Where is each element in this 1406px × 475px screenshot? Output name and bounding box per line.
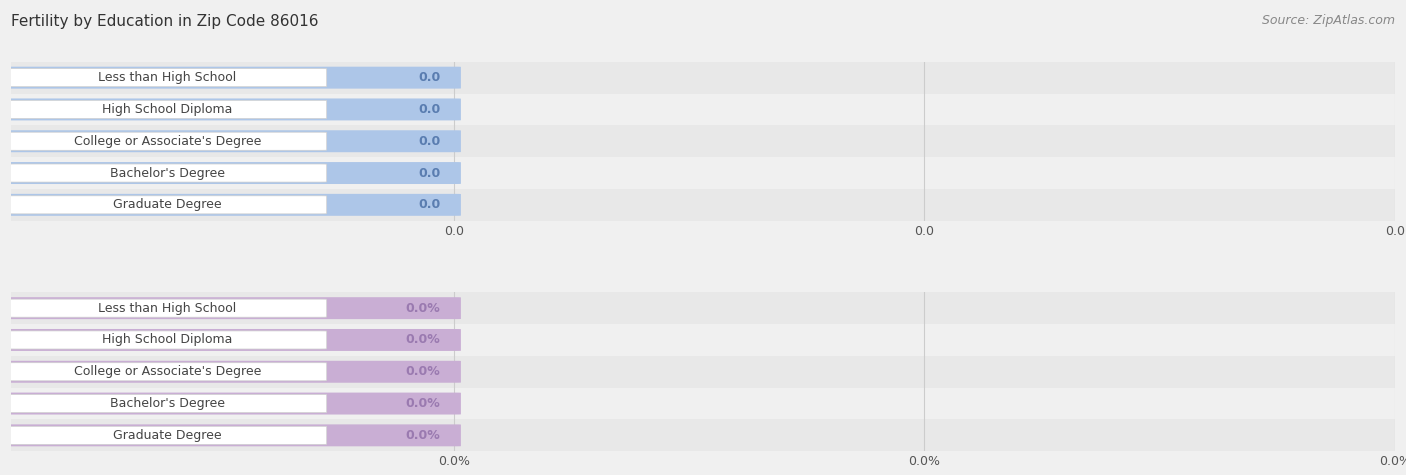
Text: High School Diploma: High School Diploma [103,103,233,116]
FancyBboxPatch shape [8,132,326,150]
Text: Source: ZipAtlas.com: Source: ZipAtlas.com [1261,14,1395,27]
Bar [11,94,1395,125]
Text: Graduate Degree: Graduate Degree [114,429,222,442]
FancyBboxPatch shape [4,361,461,383]
Text: 0.0: 0.0 [418,71,440,84]
Text: 0.0: 0.0 [418,167,440,180]
FancyBboxPatch shape [8,69,37,86]
Bar [11,388,1395,419]
Text: Fertility by Education in Zip Code 86016: Fertility by Education in Zip Code 86016 [11,14,319,29]
FancyBboxPatch shape [8,331,37,349]
Bar [11,419,1395,451]
Text: 0.0: 0.0 [418,135,440,148]
FancyBboxPatch shape [8,164,37,182]
FancyBboxPatch shape [8,331,326,349]
Bar [11,189,1395,221]
FancyBboxPatch shape [8,427,37,444]
FancyBboxPatch shape [8,395,37,413]
Text: Bachelor's Degree: Bachelor's Degree [110,397,225,410]
FancyBboxPatch shape [4,392,461,415]
FancyBboxPatch shape [8,100,37,118]
Text: 0.0: 0.0 [418,199,440,211]
FancyBboxPatch shape [4,329,461,351]
FancyBboxPatch shape [8,395,326,413]
FancyBboxPatch shape [8,363,326,381]
Text: College or Associate's Degree: College or Associate's Degree [75,135,262,148]
FancyBboxPatch shape [4,130,461,152]
FancyBboxPatch shape [4,66,461,89]
FancyBboxPatch shape [8,100,326,118]
Text: 0.0%: 0.0% [405,333,440,346]
Bar [11,125,1395,157]
FancyBboxPatch shape [8,164,326,182]
Bar [11,62,1395,94]
Bar [11,356,1395,388]
Text: 0.0%: 0.0% [405,397,440,410]
Text: High School Diploma: High School Diploma [103,333,233,346]
FancyBboxPatch shape [8,132,37,150]
Text: 0.0: 0.0 [418,103,440,116]
Text: Less than High School: Less than High School [98,71,236,84]
Text: 0.0%: 0.0% [405,429,440,442]
FancyBboxPatch shape [4,194,461,216]
Text: 0.0%: 0.0% [405,365,440,378]
FancyBboxPatch shape [4,424,461,446]
Bar [11,292,1395,324]
FancyBboxPatch shape [8,196,37,214]
FancyBboxPatch shape [8,196,326,214]
FancyBboxPatch shape [8,299,37,317]
FancyBboxPatch shape [4,98,461,121]
Bar [11,324,1395,356]
Bar [11,157,1395,189]
Text: 0.0%: 0.0% [405,302,440,314]
FancyBboxPatch shape [8,299,326,317]
Text: College or Associate's Degree: College or Associate's Degree [75,365,262,378]
FancyBboxPatch shape [8,68,326,86]
FancyBboxPatch shape [4,162,461,184]
Text: Graduate Degree: Graduate Degree [114,199,222,211]
FancyBboxPatch shape [8,363,37,381]
FancyBboxPatch shape [8,427,326,445]
Text: Less than High School: Less than High School [98,302,236,314]
Text: Bachelor's Degree: Bachelor's Degree [110,167,225,180]
FancyBboxPatch shape [4,297,461,319]
